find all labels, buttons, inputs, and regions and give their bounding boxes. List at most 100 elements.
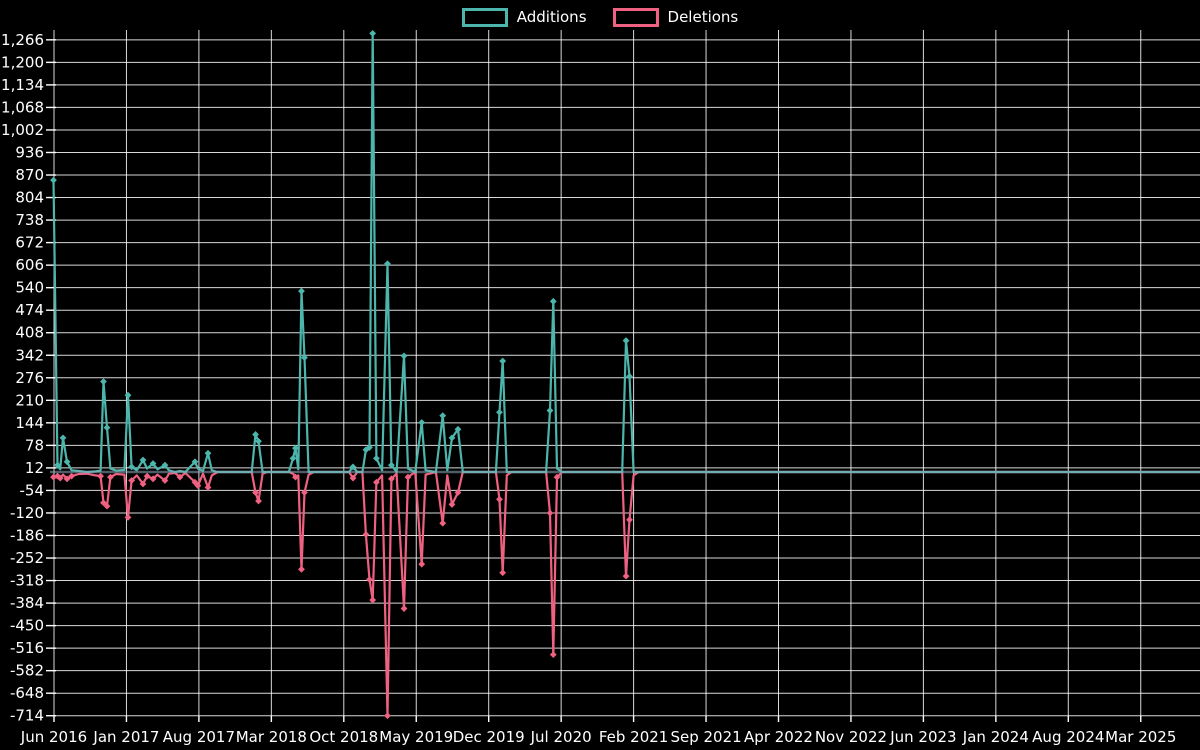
- additions-marker: [366, 444, 373, 451]
- y-tick-label: 804: [15, 189, 44, 207]
- additions-marker: [63, 458, 71, 466]
- y-tick-label: 606: [15, 256, 44, 274]
- additions-marker: [546, 407, 554, 414]
- deletions-marker: [139, 480, 147, 488]
- y-tick-label: 1,200: [1, 53, 44, 71]
- y-tick-label: 408: [15, 324, 44, 342]
- additions-marker: [622, 337, 630, 344]
- y-tick-label: 210: [15, 391, 44, 409]
- deletions-marker: [54, 472, 61, 480]
- deletions-marker: [499, 569, 507, 577]
- additions-marker: [549, 297, 557, 305]
- additions-marker: [139, 456, 147, 464]
- additions-marker: [400, 352, 408, 360]
- additions-marker: [100, 378, 107, 385]
- additions-marker: [149, 460, 157, 467]
- additions-marker: [161, 461, 169, 469]
- additions-marker: [255, 437, 262, 445]
- y-tick-label: -318: [10, 572, 44, 590]
- y-tick-label: 1,266: [1, 31, 44, 49]
- legend-label-additions: Additions: [516, 8, 587, 26]
- x-tick-label: Sep 2021: [670, 728, 741, 746]
- x-tick-label: Jul 2020: [530, 728, 592, 746]
- y-tick-label: 672: [15, 234, 44, 252]
- deletions-marker: [63, 475, 71, 483]
- deletions-marker: [204, 483, 212, 491]
- additions-marker: [499, 357, 507, 365]
- y-tick-label: -120: [10, 504, 44, 522]
- deletions-marker: [149, 475, 157, 483]
- deletions-marker: [549, 651, 557, 659]
- additions-marker: [454, 425, 462, 433]
- deletions-marker: [100, 499, 107, 507]
- deletions-marker: [553, 473, 561, 481]
- x-tick-label: Mar 2018: [236, 728, 307, 746]
- deletions-marker: [298, 565, 305, 573]
- deletions-swatch-icon: [612, 8, 659, 27]
- deletions-marker: [252, 489, 259, 496]
- additions-marker: [128, 463, 136, 471]
- deletions-marker: [176, 473, 184, 481]
- legend-item-deletions[interactable]: Deletions: [612, 8, 739, 27]
- y-tick-label: -450: [10, 617, 44, 635]
- y-tick-label: -516: [10, 639, 44, 657]
- deletions-marker: [388, 475, 395, 483]
- deletions-marker: [191, 478, 199, 486]
- legend-label-deletions: Deletions: [667, 8, 739, 26]
- y-tick-label: -54: [20, 481, 45, 499]
- additions-marker: [301, 354, 308, 362]
- x-tick-label: Oct 2018: [309, 728, 378, 746]
- additions-marker: [369, 29, 377, 37]
- x-tick-label: Nov 2022: [815, 728, 887, 746]
- deletions-marker: [103, 502, 111, 510]
- y-tick-label: -582: [10, 662, 44, 680]
- y-tick-label: 870: [15, 166, 44, 184]
- additions-marker: [289, 454, 297, 462]
- additions-marker: [292, 444, 299, 452]
- deletions-marker: [301, 489, 308, 496]
- y-tick-label: 342: [15, 346, 44, 364]
- y-tick-label: 78: [25, 436, 44, 454]
- deletions-marker: [546, 509, 554, 517]
- x-tick-label: Jun 2023: [889, 728, 956, 746]
- additions-marker: [496, 408, 503, 416]
- deletions-marker: [418, 560, 426, 568]
- additions-marker: [103, 424, 111, 432]
- deletions-marker: [366, 576, 373, 583]
- y-tick-label: 540: [15, 279, 44, 297]
- additions-swatch-icon: [461, 8, 508, 27]
- x-tick-label: Aug 2017: [163, 728, 235, 746]
- x-tick-label: May 2019: [379, 728, 453, 746]
- deletions-marker: [107, 473, 114, 481]
- x-tick-label: Jan 2024: [962, 728, 1029, 746]
- additions-marker: [388, 461, 395, 469]
- additions-marker: [626, 373, 633, 380]
- y-tick-label: 474: [15, 301, 44, 319]
- additions-marker: [439, 412, 447, 420]
- additions-marker: [252, 431, 259, 438]
- deletions-marker: [439, 519, 447, 527]
- additions-marker: [59, 434, 67, 442]
- additions-marker: [373, 454, 380, 462]
- y-tick-label: 144: [15, 414, 44, 432]
- additions-marker: [124, 391, 132, 399]
- x-tick-label: Apr 2022: [744, 728, 813, 746]
- deletions-marker: [161, 477, 169, 484]
- additions-marker: [384, 260, 391, 268]
- chart-legend: Additions Deletions: [0, 8, 1200, 27]
- additions-marker: [191, 458, 199, 466]
- deletions-marker: [143, 472, 151, 480]
- deletions-marker: [384, 712, 391, 720]
- deletions-marker: [124, 514, 132, 521]
- deletions-marker: [194, 482, 202, 490]
- deletions-marker: [362, 531, 370, 538]
- deletions-marker: [349, 474, 357, 482]
- additions-marker: [204, 449, 212, 457]
- additions-marker: [298, 287, 305, 295]
- x-tick-label: Aug 2024: [1032, 728, 1104, 746]
- deletions-marker: [404, 473, 412, 481]
- legend-item-additions[interactable]: Additions: [461, 8, 587, 27]
- y-tick-label: -714: [10, 707, 44, 725]
